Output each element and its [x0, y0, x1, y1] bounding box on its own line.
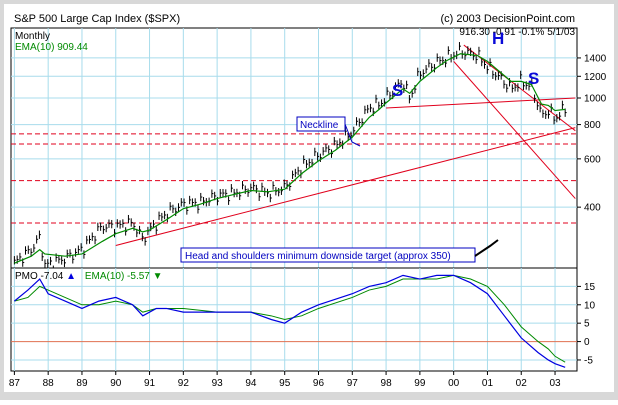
x-tick-label: 88 — [43, 378, 55, 389]
price-series — [13, 42, 567, 274]
x-tick-label: 91 — [144, 378, 156, 389]
pmo-y-axis: -5 0 5 10 15 — [577, 282, 596, 366]
price-panel: 400 600 800 1000 1200 1400 S&P 500 Large Cap … — [10, 13, 607, 274]
price-y-tick-label: 1200 — [584, 72, 607, 83]
x-tick-label: 03 — [549, 378, 561, 389]
price-ema-line — [14, 53, 566, 264]
x-tick-label: 92 — [178, 378, 190, 389]
pmo-ema-legend-label: EMA(10) -5.57 — [85, 271, 150, 282]
copyright-label: (c) 2003 DecisionPoint.com — [440, 13, 575, 25]
pmo-panel: -5 0 5 10 15 PMO -7.04 ▲ EMA(10) -5.57 ▼ — [10, 267, 596, 372]
x-tick-label: 97 — [347, 378, 359, 389]
neckline-label: Neckline — [300, 120, 339, 131]
price-y-tick-label: 400 — [584, 203, 601, 214]
price-y-tick-label: 800 — [584, 120, 601, 131]
x-tick-label: 94 — [245, 378, 257, 389]
chart-title: S&P 500 Large Cap Index ($SPX) — [14, 13, 180, 25]
quote-readout: 916.30 -0.91 -0.1% 5/1/03 — [459, 27, 575, 38]
x-tick-label: 01 — [482, 378, 494, 389]
channel-lower-line — [453, 61, 576, 199]
target-label: Head and shoulders minimum downside targ… — [185, 251, 451, 262]
support-trend-line — [115, 127, 576, 246]
head-label: H — [492, 29, 504, 48]
x-tick-label: 00 — [448, 378, 460, 389]
x-tick-label: 93 — [212, 378, 224, 389]
x-tick-label: 96 — [313, 378, 325, 389]
pmo-y-tick-label: 15 — [584, 282, 596, 293]
pmo-line — [13, 274, 566, 368]
price-y-tick-label: 1000 — [584, 94, 607, 105]
pmo-y-tick-label: 5 — [584, 319, 590, 330]
pmo-up-arrow-icon: ▲ — [66, 271, 76, 282]
price-y-tick-label: 1400 — [584, 53, 607, 64]
neckline-line — [386, 97, 576, 109]
right-shoulder-label: S — [528, 69, 539, 88]
neckline-pointer — [344, 123, 361, 147]
left-shoulder-label: S — [392, 81, 403, 100]
pmo-legend: PMO -7.04 ▲ EMA(10) -5.57 ▼ — [15, 271, 163, 282]
pmo-grid — [11, 268, 577, 371]
ema-legend: EMA(10) 909.44 — [15, 42, 88, 53]
pmo-legend-label: PMO -7.04 — [15, 271, 64, 282]
price-y-tick-label: 600 — [584, 154, 601, 165]
pmo-y-tick-label: -5 — [584, 355, 593, 366]
period-label: Monthly — [15, 31, 50, 42]
pmo-series — [13, 274, 566, 368]
x-tick-label: 95 — [279, 378, 291, 389]
price-y-axis: 400 600 800 1000 1200 1400 — [577, 53, 607, 214]
x-tick-label: 02 — [516, 378, 528, 389]
pmo-y-tick-label: 10 — [584, 300, 596, 311]
x-tick-label: 89 — [76, 378, 88, 389]
pmo-ema-down-arrow-icon: ▼ — [153, 271, 163, 282]
x-tick-label: 90 — [110, 378, 122, 389]
pmo-y-tick-label: 0 — [584, 337, 590, 348]
x-tick-label: 98 — [381, 378, 393, 389]
price-plot-area — [10, 27, 578, 269]
target-pointer — [474, 239, 499, 257]
x-tick-label: 87 — [9, 378, 21, 389]
x-tick-label: 99 — [414, 378, 426, 389]
pmo-plot-area — [10, 267, 578, 372]
x-axis: 87 88 89 90 91 92 93 94 95 96 97 98 99 00 01 02 03 — [9, 371, 561, 389]
